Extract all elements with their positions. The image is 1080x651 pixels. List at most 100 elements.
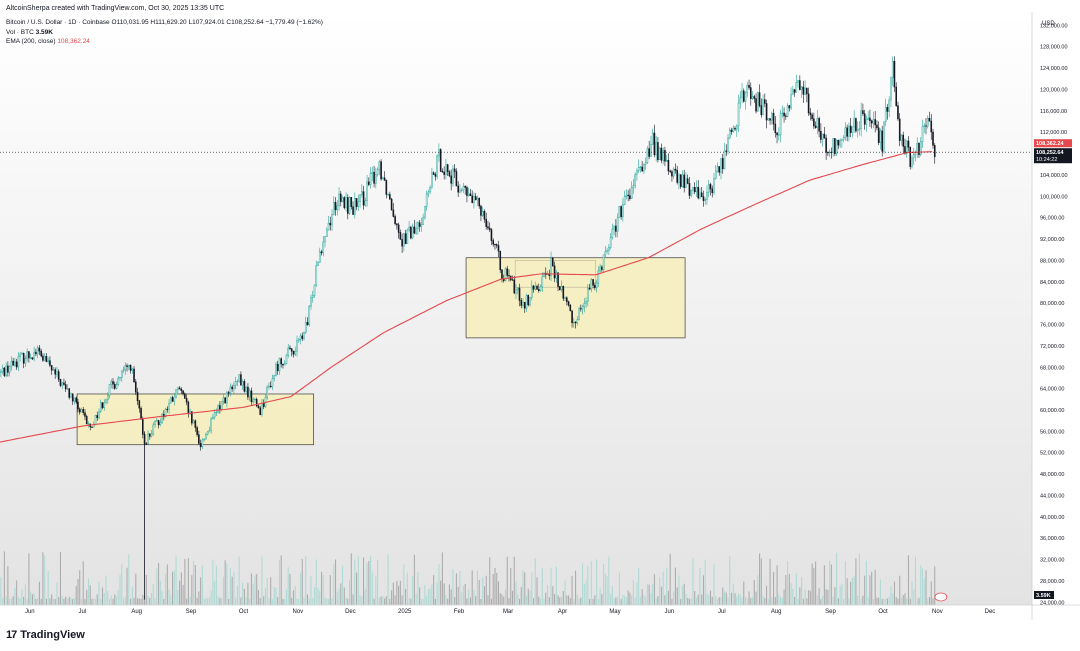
volume-bar (329, 575, 331, 605)
candle-body (630, 187, 633, 199)
volume-bar (659, 577, 661, 605)
candle-body (99, 402, 102, 412)
volume-bar (84, 598, 86, 605)
candle-body (921, 126, 924, 143)
candle-body (201, 439, 204, 448)
candle-body (651, 132, 654, 145)
candle-body (248, 390, 251, 398)
x-tick-label: Nov (932, 609, 943, 615)
candle-body (205, 434, 207, 440)
volume-bar (313, 587, 316, 605)
volume-bar (58, 597, 60, 605)
volume-legend-value: 3.59K (35, 29, 53, 36)
candle-body (127, 364, 130, 367)
volume-bar (599, 587, 601, 605)
candle-body (881, 130, 883, 152)
candle-body (492, 240, 495, 245)
volume-bar (617, 596, 619, 605)
candle-body (355, 198, 358, 207)
volume-bar (527, 588, 529, 605)
volume-bar (77, 579, 79, 605)
volume-bar (399, 580, 401, 605)
volume-bar (168, 588, 170, 605)
volume-bar (473, 590, 475, 605)
volume-bar (133, 597, 135, 605)
volume-bar (723, 591, 726, 605)
volume-bar (163, 598, 165, 605)
candle-body (68, 388, 71, 398)
candle-body (112, 381, 114, 385)
candle-body (357, 201, 360, 207)
candle-body (490, 229, 493, 241)
volume-bar (236, 585, 238, 605)
candle-body (343, 197, 346, 208)
candle-body (117, 377, 120, 386)
candle-body (539, 286, 542, 292)
volume-bar (601, 594, 603, 605)
candle-body (47, 360, 49, 362)
x-tick-label: Jul (79, 609, 87, 615)
candle-body (930, 120, 933, 133)
volume-bar (363, 557, 365, 605)
volume-bar (571, 575, 573, 605)
volume-bar (361, 596, 363, 605)
candle-body (797, 80, 799, 83)
candle-body (693, 187, 696, 193)
candle-body (1, 367, 4, 372)
y-tick-label: 88,000.00 (1040, 258, 1064, 264)
volume-bar (934, 566, 936, 605)
volume-bar (31, 594, 33, 605)
candle-body (156, 420, 158, 422)
volume-bar (385, 596, 387, 605)
volume-bar (403, 564, 405, 605)
candle-body (85, 416, 88, 425)
candle-body (452, 168, 454, 184)
volume-bar (538, 596, 540, 605)
volume-bar (368, 560, 370, 605)
candle-body (785, 115, 787, 117)
volume-bar (778, 594, 780, 605)
candle-body (397, 224, 400, 233)
candle-body (371, 171, 374, 174)
candle-body (569, 304, 572, 311)
candle-body (660, 147, 663, 161)
volume-bar (56, 582, 58, 605)
volume-bar (28, 553, 30, 605)
volume-bar (879, 579, 881, 605)
candle-body (806, 87, 808, 95)
volume-bar (170, 595, 172, 605)
volume-bar (729, 555, 731, 605)
volume-bar (536, 577, 538, 605)
volume-bar (769, 558, 771, 605)
candle-body (578, 308, 580, 320)
volume-bar (105, 575, 107, 605)
candle-body (33, 351, 35, 360)
volume-bar (306, 594, 309, 605)
candle-body (52, 369, 55, 371)
volume-bar (340, 583, 342, 605)
candle-body (615, 225, 617, 232)
candle-body (841, 139, 843, 141)
candle-body (581, 306, 584, 310)
volume-bar (445, 595, 447, 605)
volume-bar (759, 553, 761, 605)
volume-bar (292, 590, 295, 605)
volume-bar (468, 589, 470, 605)
candle-body (601, 266, 603, 270)
volume-bar (580, 597, 582, 605)
volume-bar (331, 598, 333, 605)
volume-bar (380, 596, 382, 605)
volume-bar (897, 598, 899, 605)
candle-body (366, 181, 368, 202)
candle-body (103, 402, 106, 408)
volume-bar (431, 584, 433, 605)
candle-body (779, 113, 782, 136)
y-tick-label: 92,000.00 (1040, 237, 1064, 243)
candle-body (311, 295, 314, 298)
candle-body (382, 177, 384, 180)
candle-body (886, 107, 889, 112)
volume-bar (836, 552, 838, 605)
y-tick-label: 52,000.00 (1040, 451, 1064, 457)
volume-bar (883, 598, 885, 605)
